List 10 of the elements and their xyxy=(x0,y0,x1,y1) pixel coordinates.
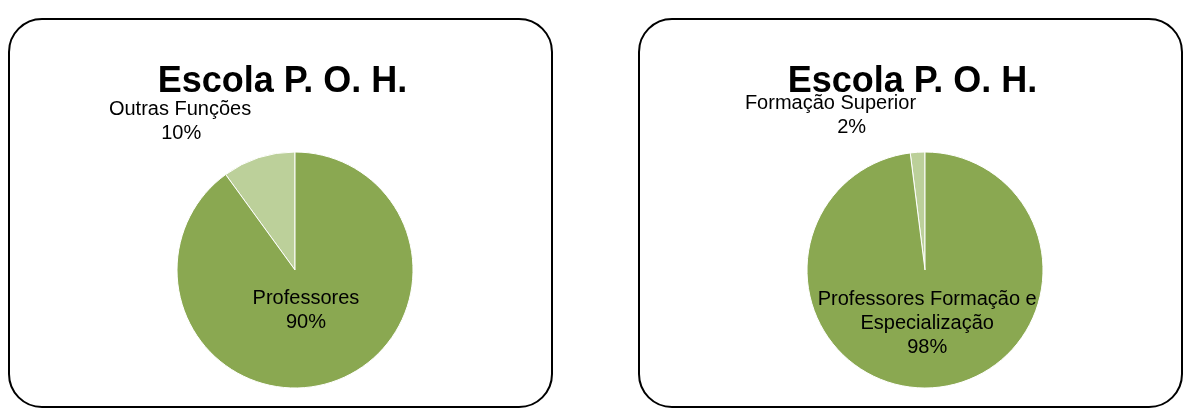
pie-slice xyxy=(806,151,1044,389)
slice-label: Professores xyxy=(252,285,360,308)
pie-slice xyxy=(176,151,414,389)
slice-label: Professores Formação e Especialização xyxy=(817,287,1037,334)
slice-label: Outras Funções xyxy=(108,97,252,120)
data-label: 90% xyxy=(285,309,327,332)
data-label: 98% xyxy=(907,335,948,358)
chart-title: Escola P. O. H. xyxy=(157,59,408,100)
data-label: 10% xyxy=(161,121,202,144)
data-label: 2% xyxy=(837,114,867,137)
